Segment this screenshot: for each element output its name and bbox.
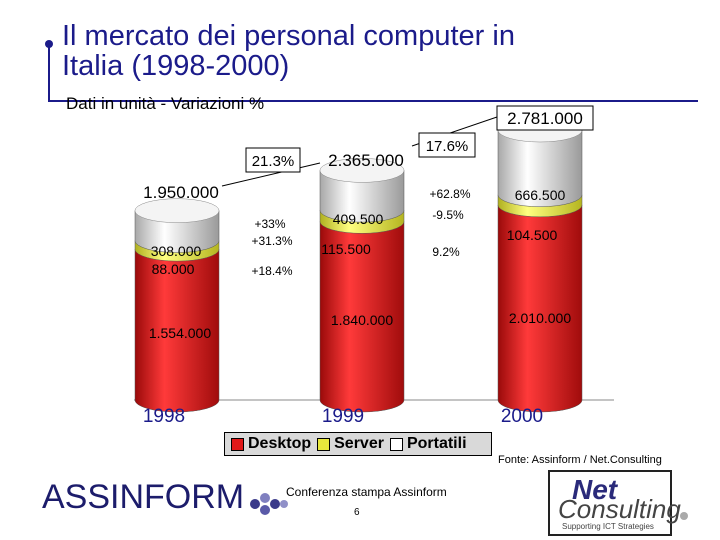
server-label-1999: 115.500	[321, 241, 371, 257]
title-underline	[48, 100, 698, 102]
change-desktop-98-99: +18.4%	[251, 264, 292, 278]
footer-event: Conferenza stampa Assinform	[286, 485, 447, 499]
total-label-2000: 2.781.000	[507, 109, 583, 128]
legend-label-desktop: Desktop	[248, 435, 312, 452]
portatili-label-1999: 409.500	[333, 211, 384, 227]
desktop-label-1998: 1.554.000	[149, 325, 211, 341]
bars-group	[134, 117, 583, 413]
legend-swatch-portatili	[389, 437, 403, 451]
portatili-label-2000: 666.500	[515, 187, 566, 203]
bar-top-1998	[134, 198, 220, 223]
server-label-1998: 88.000	[152, 261, 195, 277]
portatili-label-1998: 308.000	[151, 243, 202, 259]
change-portatili-98-99: +33%	[254, 217, 285, 231]
change-desktop-99-00: 9.2%	[432, 245, 460, 259]
netconsulting-logo: Net Consulting Supporting ICT Strategies	[548, 470, 681, 536]
bar-segment-portatili-2000	[497, 129, 583, 207]
category-label-2000: 2000	[501, 406, 543, 427]
netconsulting-logo-consulting: Consulting	[558, 494, 681, 524]
page-number: 6	[354, 507, 360, 518]
desktop-label-2000: 2.010.000	[509, 310, 571, 326]
assinform-logo-text: ASSINFORM	[42, 478, 245, 516]
category-label-1998: 1998	[143, 406, 185, 427]
chart-legend: Desktop Server Portatili	[224, 432, 492, 456]
legend-swatch-desktop	[231, 437, 244, 451]
chart-subtitle: Dati in unità - Variazioni %	[66, 94, 265, 113]
server-label-2000: 104.500	[507, 227, 558, 243]
total-change-box-1	[245, 147, 301, 173]
total-change-1: 21.3%	[252, 153, 295, 170]
legend-item-portatili: Portatili	[389, 435, 467, 453]
netconsulting-tagline: Supporting ICT Strategies	[562, 522, 654, 531]
assinform-logo: ASSINFORM	[42, 478, 289, 517]
page-title-line1: Il mercato dei personal computer in	[62, 20, 515, 52]
bar-segment-portatili-1999	[319, 170, 405, 223]
decorative-dot	[680, 512, 688, 520]
category-label-1999: 1999	[322, 406, 364, 427]
total-change-2: 17.6%	[426, 138, 469, 155]
change-server-98-99: +31.3%	[251, 234, 292, 248]
legend-item-server: Server	[317, 435, 384, 453]
legend-label-portatili: Portatili	[406, 435, 467, 452]
page-title-line2: Italia (1998-2000)	[62, 50, 290, 82]
legend-swatch-server	[317, 437, 331, 451]
total-label-1998: 1.950.000	[143, 183, 219, 202]
change-portatili-99-00: +62.8%	[429, 187, 470, 201]
legend-item-desktop: Desktop	[231, 435, 311, 453]
title-bracket	[48, 42, 50, 102]
source-note: Fonte: Assinform / Net.Consulting	[498, 454, 662, 466]
bar-segment-desktop-1999	[319, 221, 405, 413]
netconsulting-logo-net: Net	[572, 474, 618, 505]
bar-top-1999	[319, 158, 405, 183]
total-box-2000	[496, 105, 594, 131]
assinform-dots-icon	[249, 492, 288, 515]
desktop-label-1999: 1.840.000	[331, 312, 393, 328]
bar-segment-desktop-2000	[497, 204, 583, 413]
total-change-box-2	[418, 132, 476, 158]
bar-segment-desktop-1998	[134, 248, 220, 413]
total-label-1999: 2.365.000	[328, 151, 404, 170]
legend-label-server: Server	[334, 435, 384, 452]
total-connector-1	[221, 162, 321, 187]
change-server-99-00: -9.5%	[432, 208, 464, 222]
